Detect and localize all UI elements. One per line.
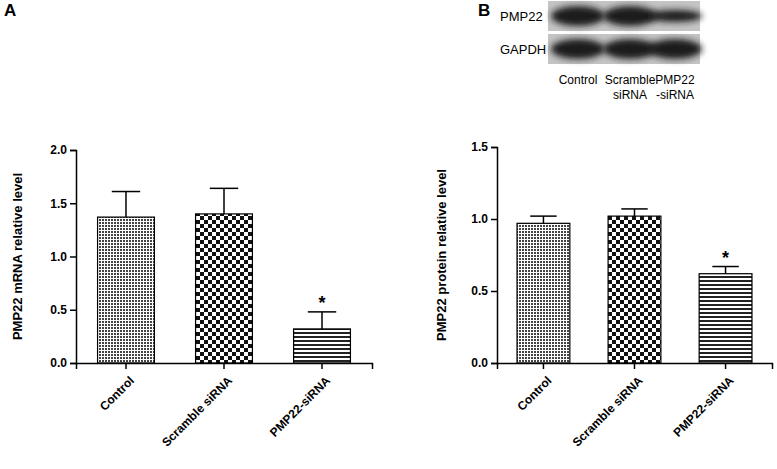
y-axis-line — [70, 151, 77, 364]
bar — [98, 217, 155, 363]
chart: * 0.0 0.5 1.0 1.5 Control Scramble siRNA PMP22-… — [434, 140, 773, 449]
x-tick-label: Scramble siRNA — [159, 373, 235, 449]
plot-area — [98, 188, 351, 363]
x-axis: Control Scramble siRNA PMP22-siRNA — [77, 363, 373, 449]
y-axis-title: PMP22 mRNA relative level — [10, 173, 25, 340]
blot-lane-label: PMP22 — [655, 73, 695, 87]
y-axis: 0.0 0.5 1.0 1.5 — [471, 140, 497, 370]
annotation: * — [722, 248, 729, 268]
y-tick: 1.5 — [50, 197, 76, 211]
error-bar — [530, 216, 556, 223]
bar — [608, 216, 661, 363]
error-bar — [112, 192, 140, 218]
error-stem — [543, 216, 545, 223]
bar — [294, 329, 351, 363]
y-tick: 0.0 — [50, 356, 76, 370]
x-tick: PMP22-siRNA — [267, 363, 333, 440]
x-axis-line — [77, 364, 373, 370]
blot-band — [551, 39, 605, 59]
error-bar — [308, 312, 336, 329]
plot-area — [517, 209, 752, 363]
annotation: * — [319, 293, 326, 313]
x-tick-label: Scramble siRNA — [570, 373, 646, 449]
blot-lane-label: Scramble — [605, 73, 656, 87]
y-tick-label: 2.0 — [50, 143, 67, 157]
y-tick: 1.0 — [50, 250, 76, 264]
x-tick-label: PMP22-siRNA — [267, 373, 333, 439]
y-tick-mark — [491, 219, 497, 221]
y-tick: 1.0 — [471, 212, 497, 226]
blot-lane-label: siRNA — [613, 88, 647, 102]
y-tick-label: 0.0 — [471, 356, 488, 370]
error-stem — [634, 209, 636, 216]
y-tick-mark — [491, 363, 497, 365]
blot-band — [648, 39, 702, 59]
x-tick-mark — [725, 363, 727, 369]
error-stem — [725, 267, 727, 274]
x-tick-mark — [125, 363, 127, 369]
x-tick: Scramble siRNA — [159, 363, 235, 449]
bar — [196, 214, 253, 363]
bar — [699, 274, 752, 363]
x-tick-mark — [543, 363, 545, 369]
error-bar — [621, 209, 647, 216]
chart: * 0.0 0.5 1.0 1.5 2.0 Control Scramble siRNA PMP… — [10, 143, 373, 449]
y-tick-label: 0.0 — [50, 356, 67, 370]
y-tick: 0.0 — [471, 356, 497, 370]
y-axis: 0.0 0.5 1.0 1.5 2.0 — [50, 143, 76, 370]
y-tick-label: 1.5 — [50, 197, 67, 211]
y-tick-mark — [70, 203, 76, 205]
x-tick: Control — [514, 363, 554, 414]
x-tick-label: Control — [514, 374, 554, 414]
error-stem — [223, 188, 225, 214]
y-tick-mark — [70, 150, 76, 152]
y-tick-mark — [70, 310, 76, 312]
y-tick: 2.0 — [50, 143, 76, 157]
y-tick-label: 1.0 — [50, 250, 67, 264]
y-tick-mark — [491, 147, 497, 149]
x-tick: PMP22-siRNA — [671, 363, 737, 440]
error-cap — [112, 191, 140, 193]
x-axis-line — [498, 364, 773, 370]
x-tick: Scramble siRNA — [570, 363, 646, 449]
x-tick-mark — [223, 363, 225, 369]
error-bar — [210, 188, 238, 214]
y-tick-label: 0.5 — [471, 284, 488, 298]
error-cap — [210, 188, 238, 190]
y-tick: 0.5 — [50, 303, 76, 317]
x-tick-label: Control — [97, 374, 137, 414]
blot-band — [648, 10, 702, 22]
y-tick-mark — [70, 256, 76, 258]
error-stem — [321, 312, 323, 329]
blot-band — [551, 6, 605, 26]
blot-row-label: GAPDH — [500, 42, 546, 57]
y-tick: 0.5 — [471, 284, 497, 298]
error-bar — [712, 267, 738, 274]
bar — [517, 223, 570, 363]
y-tick-label: 0.5 — [50, 303, 67, 317]
y-tick-mark — [70, 363, 76, 365]
blot-lane-label: Control — [559, 73, 598, 87]
y-tick: 1.5 — [471, 140, 497, 154]
panel-label: A — [4, 1, 16, 20]
x-tick-mark — [321, 363, 323, 369]
x-tick-label: PMP22-siRNA — [671, 373, 737, 439]
panel-label: B — [478, 1, 490, 20]
y-tick-label: 1.5 — [471, 140, 488, 154]
x-tick-mark — [634, 363, 636, 369]
blot-row-label: PMP22 — [500, 9, 543, 24]
error-stem — [125, 192, 127, 218]
figure: ABPMP22GAPDHControlScramblesiRNAPMP22-si… — [0, 0, 777, 469]
x-tick: Control — [97, 363, 137, 414]
y-axis-line — [491, 148, 498, 364]
y-tick-label: 1.0 — [471, 212, 488, 226]
y-tick-mark — [491, 291, 497, 293]
error-cap — [621, 208, 647, 210]
error-cap — [530, 215, 556, 217]
blot-lane-label: -siRNA — [656, 88, 694, 102]
x-axis: Control Scramble siRNA PMP22-siRNA — [498, 363, 773, 449]
y-axis-title: PMP22 protein relative level — [434, 169, 449, 341]
